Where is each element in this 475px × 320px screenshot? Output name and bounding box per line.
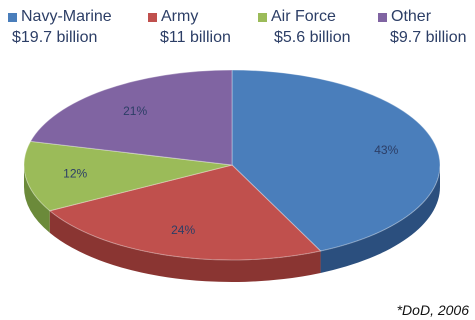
legend-item-other: Other $9.7 billion [378, 6, 467, 47]
legend-amount-army: $11 billion [160, 29, 231, 46]
legend-amount-air-force: $5.6 billion [274, 29, 351, 46]
pie-slice-other [29, 69, 233, 166]
pie-label-other: 21% [123, 104, 147, 118]
legend-swatch-air-force [258, 12, 267, 22]
legend-label-air-force: Air Force [271, 8, 336, 25]
legend-amount-navy-marine: $19.7 billion [12, 29, 98, 46]
legend-swatch-other [378, 12, 387, 22]
legend-label-army: Army [161, 8, 199, 25]
pie-slice-navy-marine [231, 69, 441, 252]
pie-label-army: 24% [171, 223, 195, 237]
legend-item-air-force: Air Force $5.6 billion [258, 6, 351, 47]
pie-side-army [49, 210, 321, 283]
legend-item-navy-marine: Navy-Marine $19.7 billion [8, 6, 112, 47]
pie-label-navy-marine: 43% [374, 143, 398, 157]
legend-label-other: Other [391, 8, 432, 25]
legend-amount-other: $9.7 billion [390, 29, 467, 46]
legend-swatch-navy-marine [8, 12, 17, 22]
source-note: *DoD, 2006 [396, 302, 469, 318]
pie-side-air-force [24, 165, 50, 233]
pie-slice-air-force [23, 140, 233, 212]
pie-side-navy-marine [320, 165, 440, 273]
pie-label-air-force: 12% [63, 167, 87, 181]
pie-slice-army [48, 164, 322, 261]
legend-label-navy-marine: Navy-Marine [21, 8, 112, 25]
legend-item-army: Army $11 billion [148, 6, 231, 47]
chart-legend: Navy-Marine $19.7 billion Army $11 billi… [8, 6, 472, 54]
legend-swatch-army [148, 12, 157, 22]
